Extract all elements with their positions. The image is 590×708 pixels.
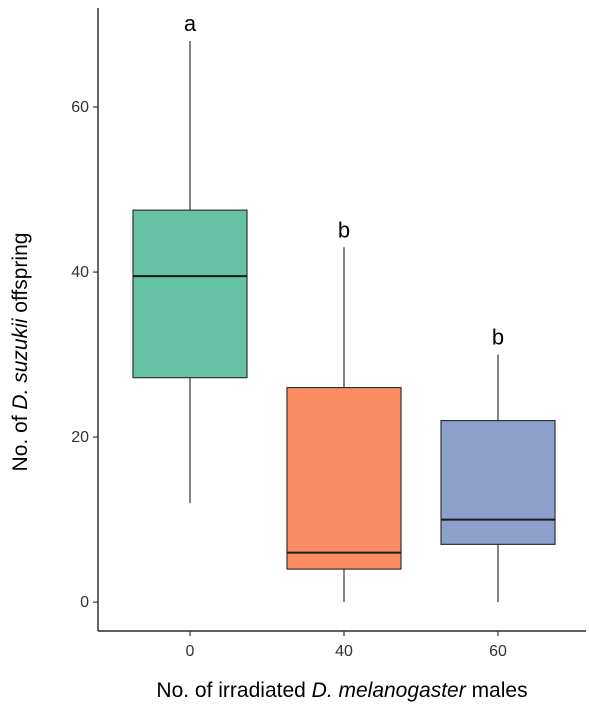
significance-label: a (184, 11, 197, 36)
box-group-60: b (440, 325, 556, 603)
boxes-layer: a b b (132, 11, 556, 603)
y-tick-label: 60 (71, 99, 89, 116)
box-iqr (286, 386, 402, 570)
y-tick-label: 20 (71, 429, 89, 446)
x-tick-label: 0 (186, 643, 195, 660)
y-tick-label: 0 (80, 594, 89, 611)
axis-title-part: males (466, 679, 528, 702)
y-axis-title: No. of D. suzukii offspring (9, 233, 32, 472)
box-group-40: b (286, 217, 402, 603)
axis-title-part: No. of irradiated (156, 679, 311, 702)
x-tick-label: 40 (335, 643, 353, 660)
box-iqr (440, 419, 556, 545)
axes-layer (97, 8, 586, 632)
axis-title-italic-part: D. melanogaster (312, 679, 467, 702)
significance-label: b (338, 217, 350, 242)
axis-title-part: No. of (9, 410, 32, 472)
y-tick-label: 40 (71, 264, 89, 281)
axis-title-italic-part: D. suzukii (9, 317, 32, 409)
significance-label: b (492, 325, 504, 350)
axis-title-part: offspring (9, 233, 32, 319)
box-group-0: a (132, 11, 248, 504)
x-tick-label: 60 (489, 643, 507, 660)
box-iqr (132, 209, 248, 379)
x-axis-title: No. of irradiated D. melanogaster males (156, 679, 527, 702)
ticks-layer: 0 20 40 60 0 40 60 (71, 99, 507, 660)
